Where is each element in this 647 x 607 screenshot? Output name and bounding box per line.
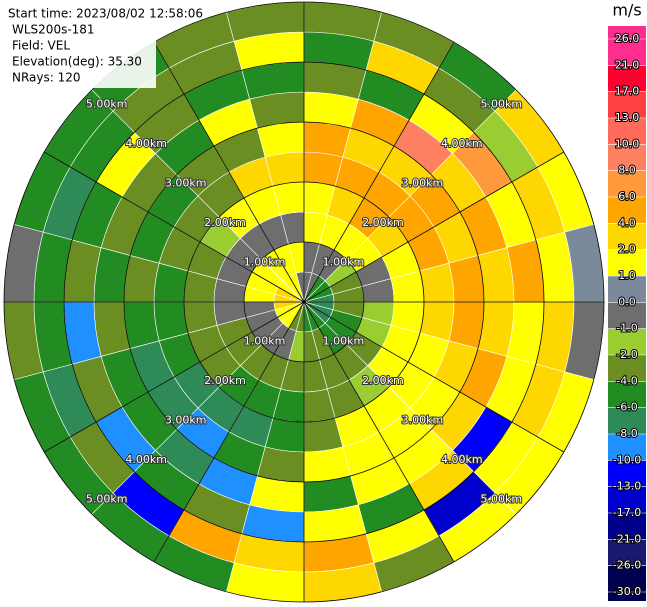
range-label: 3.00km	[165, 177, 207, 190]
velocity-cell	[257, 446, 305, 483]
colorbar-cell	[608, 65, 646, 93]
colorbar-label: -1.0	[616, 322, 637, 335]
colorbar-label: -8.0	[616, 427, 637, 440]
colorbar-label: -17.0	[613, 506, 641, 519]
range-label: 4.00km	[441, 137, 483, 150]
colorbar-extend-bottom	[608, 592, 646, 601]
info-line: NRays: 120	[12, 71, 81, 85]
colorbar-label: 17.0	[615, 85, 640, 98]
velocity-cell	[123, 301, 160, 349]
colorbar-cell	[608, 276, 646, 303]
range-label: 1.00km	[323, 334, 365, 347]
colorbar-cell	[608, 328, 646, 356]
colorbar-label: -21.0	[613, 532, 641, 545]
range-label: 1.00km	[323, 256, 365, 269]
range-label: 3.00km	[402, 413, 444, 426]
velocity-cell	[123, 255, 160, 303]
spoke	[303, 301, 565, 453]
velocity-cell	[303, 121, 351, 158]
range-label: 5.00km	[86, 492, 128, 505]
colorbar-label: 2.0	[618, 243, 636, 256]
range-label: 1.00km	[244, 334, 286, 347]
range-label: 4.00km	[125, 137, 167, 150]
colorbar-cell	[608, 486, 646, 514]
range-label: 2.00km	[204, 216, 246, 229]
colorbar-cell	[608, 355, 646, 382]
spoke	[43, 301, 305, 453]
colorbar-label: 4.0	[618, 216, 636, 229]
range-label: 1.00km	[244, 256, 286, 269]
velocity-cell	[448, 301, 485, 349]
polar-grid	[3, 1, 605, 603]
colorbar-label: 6.0	[618, 190, 636, 203]
range-label: 4.00km	[441, 453, 483, 466]
colorbar-cell	[608, 381, 646, 409]
colorbar-cell	[608, 434, 646, 461]
range-label: 5.00km	[480, 98, 522, 111]
info-text: Start time: 2023/08/02 12:58:06 WLS200s-1…	[8, 7, 203, 85]
range-label: 5.00km	[86, 98, 128, 111]
info-line: WLS200s-181	[12, 23, 95, 37]
colorbar-cell	[608, 91, 646, 119]
colorbar-label: 26.0	[615, 32, 640, 45]
spoke	[303, 41, 455, 303]
info-line: Field: VEL	[12, 39, 70, 53]
velocity-cell	[303, 446, 351, 483]
colorbar-label: -13.0	[613, 480, 641, 493]
range-label: 5.00km	[480, 492, 522, 505]
info-box	[0, 0, 156, 88]
colorbar-cell	[608, 565, 646, 593]
radar-field	[3, 1, 605, 603]
colorbar-label: -26.0	[613, 559, 641, 572]
range-label: 2.00km	[362, 374, 404, 387]
colorbar-label: -4.0	[616, 374, 637, 387]
spoke	[43, 151, 305, 303]
colorbar-cell	[608, 170, 646, 198]
colorbar-label: 0.0	[618, 295, 636, 308]
colorbar-label: -6.0	[616, 401, 637, 414]
colorbar-cell	[608, 39, 646, 66]
range-labels: 1.00km 1.00km 1.00km 1.00km 2.00km 2.00km 2.00…	[85, 97, 523, 507]
velocity-cell	[257, 121, 305, 158]
spoke	[303, 151, 565, 303]
colorbar-cell	[608, 249, 646, 277]
range-label: 2.00km	[362, 216, 404, 229]
colorbar-cell	[608, 302, 646, 330]
range-label: 3.00km	[402, 177, 444, 190]
colorbar-extend-top	[608, 26, 646, 39]
colorbar-cell	[608, 144, 646, 172]
colorbar: 26.0 21.0 17.0 13.0 10.0 8.0 6.0 4.0 2.0 1.0 0.0 -1…	[608, 26, 646, 601]
colorbar-cell	[608, 407, 646, 435]
colorbar-cell	[608, 223, 646, 251]
spoke	[153, 301, 305, 563]
colorbar-cell	[608, 513, 646, 540]
spoke	[153, 41, 305, 303]
colorbar-label: 13.0	[615, 111, 640, 124]
colorbar-label: -2.0	[616, 348, 637, 361]
range-label: 2.00km	[204, 374, 246, 387]
info-line: Elevation(deg): 35.30	[12, 55, 142, 69]
colorbar-unit: m/s	[612, 1, 641, 20]
info-line: Start time: 2023/08/02 12:58:06	[8, 7, 203, 21]
range-label: 4.00km	[125, 453, 167, 466]
colorbar-cell	[608, 118, 646, 145]
colorbar-cell	[608, 539, 646, 567]
spoke	[303, 301, 455, 563]
colorbar-label: 21.0	[615, 58, 640, 71]
colorbar-label: 8.0	[618, 164, 636, 177]
colorbar-label: 10.0	[615, 137, 640, 150]
colorbar-label: -10.0	[613, 453, 641, 466]
colorbar-label: 1.0	[618, 269, 636, 282]
velocity-cell	[448, 255, 485, 303]
colorbar-label: -30.0	[613, 585, 641, 598]
colorbar-cell	[608, 460, 646, 488]
colorbar-cell	[608, 197, 646, 224]
range-label: 3.00km	[165, 413, 207, 426]
